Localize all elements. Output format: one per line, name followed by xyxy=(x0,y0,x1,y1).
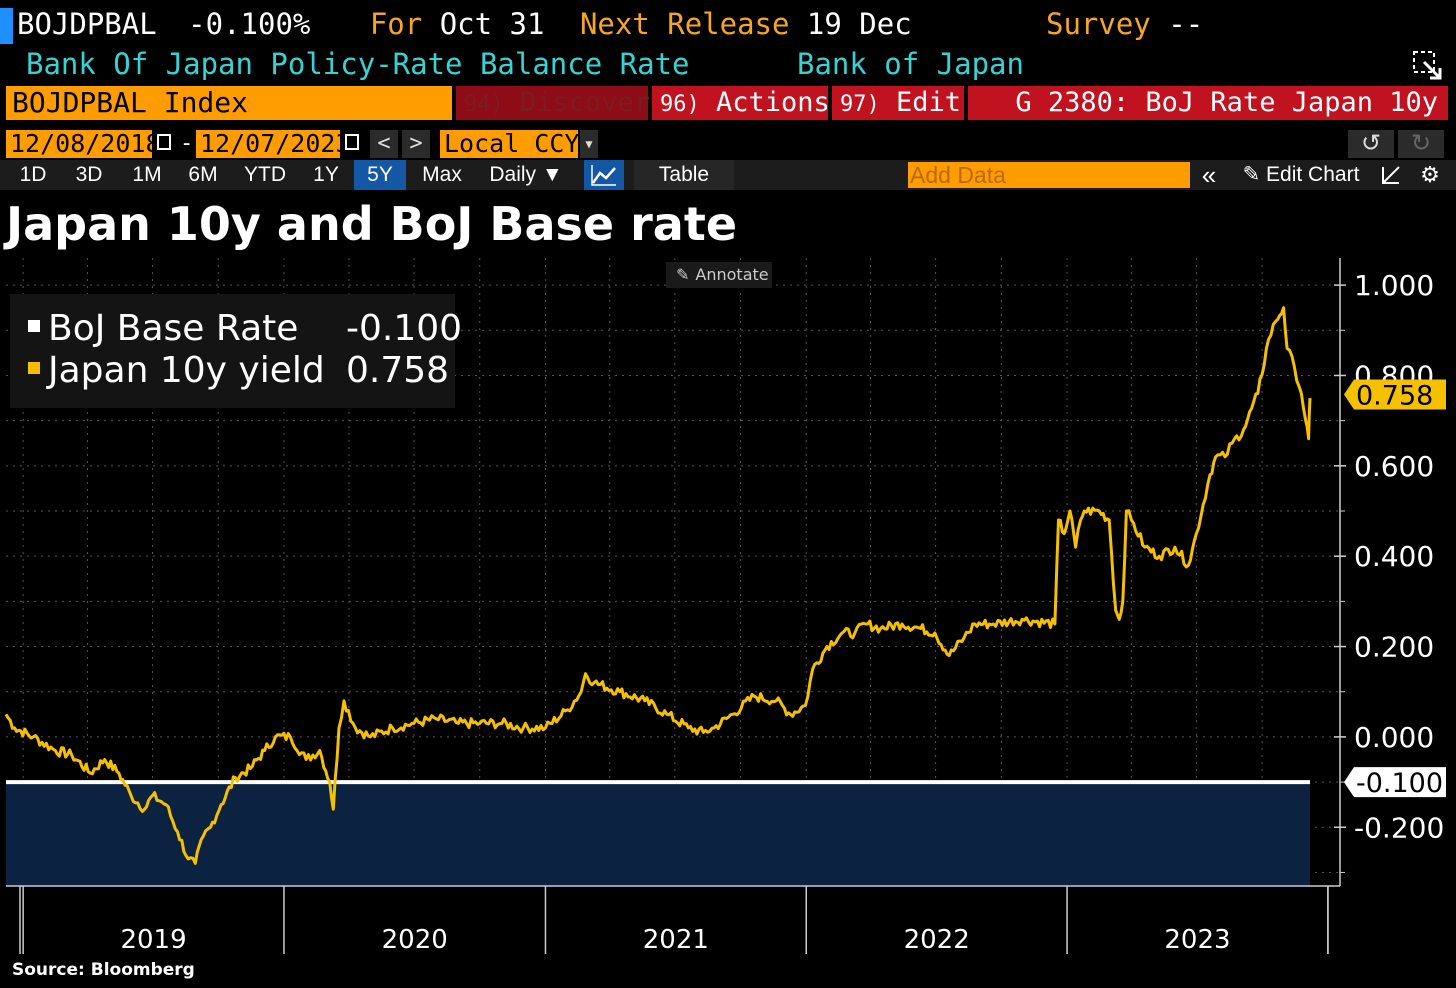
calendar-icon[interactable] xyxy=(345,134,359,150)
command-bar: BOJDPBAL Index 94) Discover▼ 96) Actions… xyxy=(0,84,1456,122)
y-tick-label: 0.200 xyxy=(1354,631,1434,664)
legend-item-base-rate[interactable]: BoJ Base Rate -0.100 xyxy=(28,308,462,350)
y-tick-label: 1.000 xyxy=(1354,269,1434,302)
period-1y[interactable]: 1Y xyxy=(313,163,339,186)
function-title: G 2380: BoJ Rate Japan 10y xyxy=(968,86,1448,120)
table-tab[interactable]: Table xyxy=(634,160,734,190)
previous-period-button[interactable]: < xyxy=(370,130,398,158)
add-data-input[interactable]: Add Data xyxy=(908,162,1190,188)
edit-chart-button[interactable]: ✎ Edit Chart xyxy=(1232,160,1370,190)
source-note: Source: Bloomberg xyxy=(12,960,195,980)
x-tick-label: 2019 xyxy=(120,925,186,955)
next-release-date: 19 Dec xyxy=(806,7,912,41)
legend-label: BoJ Base Rate xyxy=(48,308,299,349)
actions-button[interactable]: 96) Actions▼ xyxy=(652,86,846,120)
period-max[interactable]: Max xyxy=(422,163,462,186)
edit-chart-label: Edit Chart xyxy=(1266,163,1360,186)
base-rate-callout: -0.100 xyxy=(1344,767,1446,799)
ticker-symbol: BOJDPBAL xyxy=(17,7,157,41)
undo-button[interactable]: ↺ xyxy=(1348,130,1394,158)
currency-dropdown-icon[interactable]: ▼ xyxy=(580,130,598,158)
source-organization: Bank of Japan xyxy=(797,47,1024,81)
yield-line xyxy=(4,306,1312,865)
y-tick-label: 0.400 xyxy=(1354,540,1434,573)
survey: Survey -- xyxy=(1046,4,1203,44)
legend-item-10y-yield[interactable]: Japan 10y yield 0.758 xyxy=(28,350,449,392)
next-period-button[interactable]: > xyxy=(402,130,430,158)
yield-value-callout-bg xyxy=(1344,379,1446,410)
y-tick-label: 0.600 xyxy=(1354,450,1434,483)
legend-label: Japan 10y yield xyxy=(48,350,325,391)
pencil-icon: ✎ xyxy=(676,265,690,284)
period-ytd[interactable]: YTD xyxy=(244,163,286,186)
current-value: -0.100% xyxy=(188,7,311,41)
edit-button[interactable]: 97) Edit▼ xyxy=(832,86,977,120)
pencil-icon: ✎ xyxy=(1242,163,1261,186)
discover-label: Discover xyxy=(520,87,651,118)
survey-label: Survey xyxy=(1046,7,1151,41)
legend-swatch xyxy=(28,362,40,374)
for-date: Oct 31 xyxy=(439,7,545,41)
date-separator: - xyxy=(180,131,194,156)
end-date-input[interactable]: 12/07/2023 xyxy=(196,130,351,158)
edit-label: Edit xyxy=(896,87,962,118)
chart-settings-icon[interactable] xyxy=(1376,160,1406,190)
base-rate-fill xyxy=(6,782,1310,886)
period-1d[interactable]: 1D xyxy=(19,163,47,186)
yield-value-callout-text: 0.758 xyxy=(1356,380,1433,411)
y-tick-label: -0.200 xyxy=(1354,811,1444,844)
calendar-icon[interactable] xyxy=(157,134,171,150)
next-release-label: Next Release xyxy=(579,7,790,41)
base-rate-callout-text: -0.100 xyxy=(1356,768,1443,799)
period-6m[interactable]: 6M xyxy=(188,163,218,186)
period-5y[interactable]: 5Y xyxy=(354,160,406,190)
ticker-field[interactable]: BOJDPBAL Index xyxy=(6,86,452,120)
redo-button[interactable]: ↻ xyxy=(1398,130,1444,158)
start-date-input[interactable]: 12/08/2018 xyxy=(6,130,161,158)
annotate-button[interactable]: ✎ Annotate xyxy=(666,262,772,288)
legend-value: -0.100 xyxy=(346,308,463,349)
chart-legend: BoJ Base Rate -0.100 Japan 10y yield 0.7… xyxy=(10,294,462,408)
legend-swatch xyxy=(28,320,40,332)
base-rate-callout-bg xyxy=(1344,767,1446,798)
collapse-icon[interactable]: « xyxy=(1201,160,1217,190)
period-3d[interactable]: 3D xyxy=(75,163,103,186)
survey-value: -- xyxy=(1168,7,1204,41)
chart-title: Japan 10y and BoJ Base rate xyxy=(6,197,738,251)
edit-number: 97) xyxy=(840,92,880,117)
line-chart-icon[interactable] xyxy=(584,160,624,190)
frequency-select[interactable]: Daily ▼ xyxy=(489,163,563,186)
yield-value-callout: 0.758 xyxy=(1344,379,1446,411)
annotate-label: Annotate xyxy=(695,265,769,284)
discover-button[interactable]: 94) Discover▼ xyxy=(456,86,667,120)
currency-select[interactable]: Local CCY xyxy=(440,130,579,158)
gear-icon[interactable]: ⚙ xyxy=(1420,162,1440,187)
discover-number: 94) xyxy=(464,92,504,117)
x-tick-label: 2020 xyxy=(382,925,448,955)
popout-icon[interactable] xyxy=(1412,50,1444,82)
chart-toolbar: 1D 3D 1M 6M YTD 1Y 5Y Max Daily ▼ Table … xyxy=(0,160,1456,190)
ticker-marker xyxy=(0,8,13,44)
y-tick-label: 0.000 xyxy=(1354,721,1434,754)
x-tick-label: 2022 xyxy=(904,925,970,955)
actions-number: 96) xyxy=(660,92,700,117)
security-header: BOJDPBAL -0.100% For Oct 31 Next Release… xyxy=(0,4,912,44)
period-1m[interactable]: 1M xyxy=(132,163,162,186)
actions-label: Actions xyxy=(716,87,830,118)
date-range-bar: 12/08/2018 - 12/07/2023 < > Local CCY ▼ … xyxy=(0,128,1456,160)
for-label: For xyxy=(369,7,423,41)
x-tick-label: 2023 xyxy=(1164,925,1230,955)
legend-value: 0.758 xyxy=(346,350,450,391)
security-description: Bank Of Japan Policy-Rate Balance Rate xyxy=(26,47,690,81)
x-tick-label: 2021 xyxy=(643,925,709,955)
